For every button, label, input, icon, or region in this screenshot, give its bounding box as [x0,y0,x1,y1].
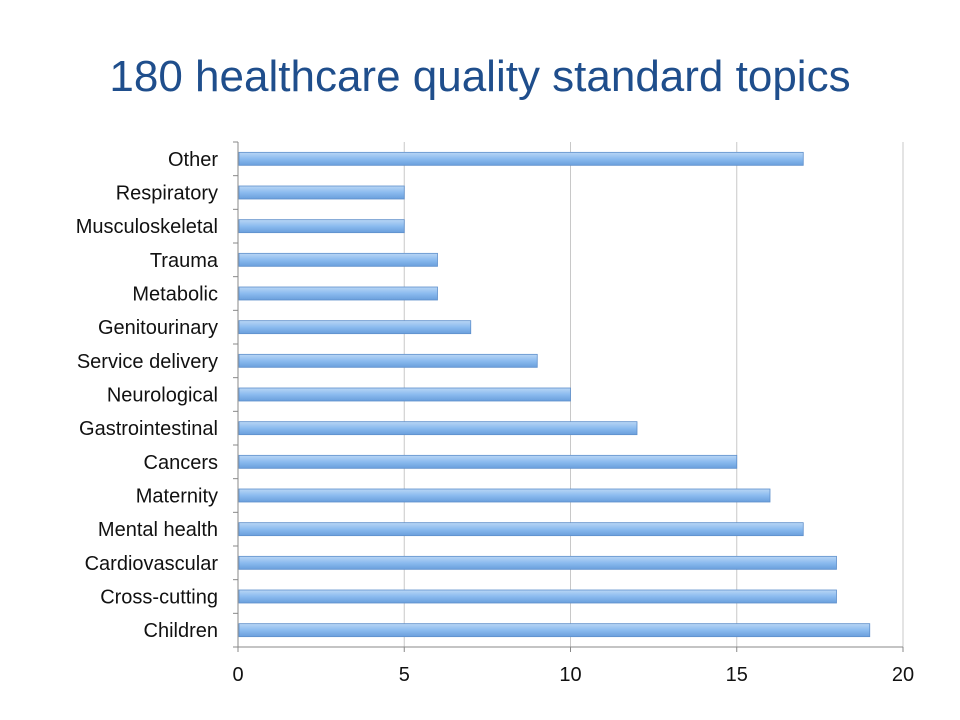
bar [238,387,571,402]
category-label: Neurological [107,385,218,407]
bar [238,353,538,368]
category-label: Other [168,149,218,171]
x-tick-label: 10 [559,664,581,686]
bar [238,555,837,570]
category-label: Maternity [136,486,218,508]
category-label: Service delivery [77,351,218,373]
bar [238,421,638,436]
bar [238,320,472,335]
chart-title: 180 healthcare quality standard topics [109,52,851,101]
bar [238,252,438,267]
category-label: Cancers [144,452,218,474]
category-label: Children [144,620,218,642]
bar [238,488,771,503]
category-label: Metabolic [132,284,218,306]
category-label: Genitourinary [98,317,218,339]
category-label: Musculoskeletal [76,216,218,238]
category-label: Mental health [98,519,218,541]
category-label: Cross-cutting [100,587,218,609]
bar [238,185,405,200]
bar [238,589,837,604]
bars [238,151,871,638]
x-tick-label: 5 [399,664,410,686]
category-label: Gastrointestinal [79,418,218,440]
bar [238,286,438,301]
bar [238,623,871,638]
bar [238,219,405,234]
category-label: Respiratory [116,183,218,205]
category-label: Cardiovascular [85,553,219,575]
x-tick-label: 20 [892,664,914,686]
bar [238,454,738,469]
category-labels: Other Respiratory Musculoskeletal Trauma Met… [76,149,219,642]
x-axis-ticks: 0 5 10 15 20 [232,647,914,686]
x-tick-label: 15 [726,664,748,686]
category-label: Trauma [150,250,219,272]
x-tick-label: 0 [232,664,243,686]
bar [238,522,804,537]
bar [238,151,804,166]
